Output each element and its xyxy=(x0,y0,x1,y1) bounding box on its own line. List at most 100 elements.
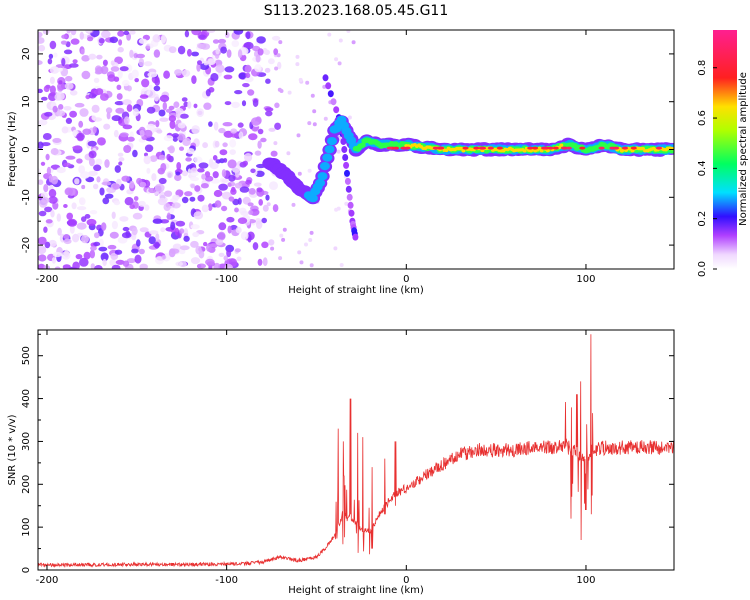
noise-blob xyxy=(174,69,183,76)
noise-blob xyxy=(229,149,236,156)
noise-blob xyxy=(101,181,112,186)
noise-blob xyxy=(38,141,44,149)
noise-blob xyxy=(252,98,259,107)
noise-blob xyxy=(237,217,248,224)
noise-blob xyxy=(230,128,238,134)
noise-blob xyxy=(257,140,262,149)
noise-blob xyxy=(339,263,344,267)
noise-blob xyxy=(63,162,72,167)
noise-blob xyxy=(118,39,123,46)
noise-blob xyxy=(333,246,338,251)
noise-blob xyxy=(175,220,186,227)
noise-blob xyxy=(146,123,156,130)
noise-blob xyxy=(56,213,61,222)
noise-blob xyxy=(344,201,349,206)
noise-blob xyxy=(45,219,53,224)
noise-blob xyxy=(168,105,175,110)
noise-blob xyxy=(166,153,172,161)
snr-axes: -200 -100 0 100 0 100 200 300 400 500 xyxy=(21,329,675,586)
branch-blob xyxy=(346,193,353,201)
branch-blob xyxy=(342,154,349,161)
noise-blob xyxy=(114,249,123,255)
noise-blob xyxy=(126,85,132,92)
noise-blob xyxy=(44,206,53,213)
noise-blob xyxy=(217,38,227,44)
noise-blob xyxy=(261,217,268,224)
tone-blob xyxy=(324,145,335,154)
noise-blob xyxy=(191,75,197,84)
tone-blob xyxy=(315,178,326,187)
noise-blob xyxy=(49,40,57,50)
noise-blob xyxy=(88,157,95,167)
tone-peak xyxy=(622,146,628,150)
noise-blob xyxy=(38,88,43,94)
noise-blob xyxy=(122,79,130,87)
y-tick-label: 100 xyxy=(21,518,32,537)
noise-blob xyxy=(58,104,64,110)
noise-blob xyxy=(42,30,50,35)
noise-blob xyxy=(168,145,175,154)
tone-peak xyxy=(541,146,548,150)
noise-blob xyxy=(295,62,300,67)
noise-blob xyxy=(277,61,282,70)
colorbar-gradient xyxy=(713,30,737,269)
noise-blob xyxy=(250,168,256,174)
noise-blob xyxy=(153,49,161,58)
noise-blob xyxy=(157,197,167,206)
noise-blob xyxy=(155,120,160,128)
noise-blob xyxy=(176,110,181,119)
noise-blob xyxy=(48,196,58,204)
noise-blob xyxy=(87,36,94,42)
noise-blob xyxy=(258,199,264,206)
noise-blob xyxy=(265,78,271,84)
noise-blob xyxy=(323,116,328,121)
noise-blob xyxy=(191,51,200,57)
noise-blob xyxy=(47,58,53,65)
noise-blob xyxy=(278,40,283,45)
noise-blob xyxy=(81,70,91,80)
noise-blob xyxy=(219,149,228,156)
noise-blob xyxy=(72,59,78,64)
noise-blob xyxy=(224,101,232,106)
noise-blob xyxy=(158,154,166,161)
noise-blob xyxy=(134,254,142,264)
tone-peak xyxy=(527,146,534,150)
noise-blob xyxy=(158,109,166,117)
noise-blob xyxy=(154,183,165,193)
noise-blob xyxy=(113,129,119,138)
noise-blob xyxy=(240,231,249,240)
tone-peak xyxy=(598,146,605,150)
tone-blob xyxy=(307,194,318,203)
noise-blob xyxy=(209,162,219,170)
noise-blob xyxy=(218,183,228,191)
noise-blob xyxy=(78,120,84,128)
noise-blob xyxy=(53,52,58,58)
branch-blob xyxy=(347,201,354,209)
noise-blob xyxy=(158,177,167,185)
noise-blob xyxy=(234,168,240,178)
noise-blob xyxy=(70,30,77,36)
noise-blob xyxy=(148,187,157,194)
noise-blob xyxy=(96,54,103,60)
y-tick-label: 0 xyxy=(21,146,32,152)
noise-blob xyxy=(50,148,59,155)
noise-blob xyxy=(166,171,174,179)
noise-blob xyxy=(138,58,145,67)
colorbar-label: Normalized spectral amplitude xyxy=(738,72,749,226)
x-tick-label: 0 xyxy=(403,274,409,285)
noise-blob xyxy=(141,78,150,88)
noise-blob xyxy=(122,99,132,106)
noise-blob xyxy=(248,188,256,195)
noise-blob xyxy=(148,236,156,245)
noise-blob xyxy=(76,222,87,230)
noise-blob xyxy=(69,225,75,234)
noise-blob xyxy=(222,142,228,148)
noise-blob xyxy=(190,184,195,189)
noise-blob xyxy=(295,54,300,59)
figure-title: S113.2023.168.05.45.G11 xyxy=(264,3,449,19)
noise-blob xyxy=(308,238,313,242)
noise-blob xyxy=(260,137,267,143)
noise-blob xyxy=(84,214,91,219)
branch-blob xyxy=(343,161,350,169)
